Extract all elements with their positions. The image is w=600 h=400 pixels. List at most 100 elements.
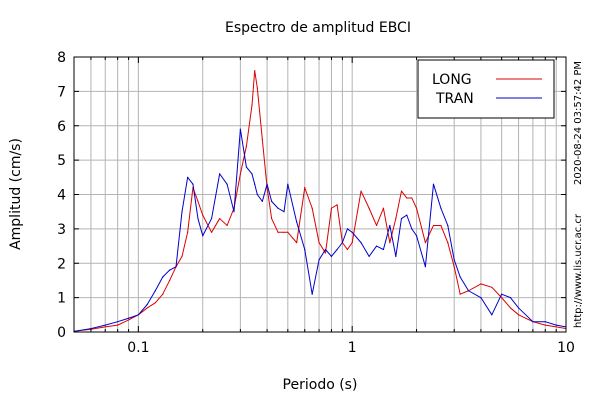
y-tick-label: 4	[57, 188, 66, 204]
data-point	[400, 217, 403, 220]
legend-box	[417, 59, 555, 119]
data-point	[245, 166, 247, 168]
data-point	[555, 326, 557, 328]
data-point	[117, 324, 119, 326]
data-point	[501, 297, 503, 299]
data-point	[501, 293, 503, 295]
data-point	[304, 187, 306, 189]
data-point	[395, 255, 397, 257]
data-point	[187, 176, 189, 178]
legend-label-tran: TRAN	[435, 91, 474, 107]
data-point	[304, 248, 306, 251]
data-point	[447, 242, 449, 244]
data-point	[311, 293, 313, 295]
data-point	[346, 228, 349, 230]
data-point	[330, 207, 333, 209]
data-point	[459, 293, 461, 295]
data-point	[287, 183, 289, 185]
data-point	[382, 248, 385, 251]
data-point	[117, 321, 119, 323]
data-point	[254, 70, 256, 72]
data-point	[467, 290, 470, 292]
data-point	[432, 224, 435, 227]
data-point	[491, 286, 493, 288]
data-point	[154, 302, 156, 304]
data-point	[424, 266, 426, 268]
data-point	[271, 217, 273, 220]
data-point	[406, 214, 408, 216]
data-point	[202, 235, 204, 237]
data-point	[283, 231, 285, 233]
data-point	[287, 231, 289, 233]
data-point	[368, 207, 370, 209]
data-point	[162, 276, 164, 278]
data-point	[517, 314, 520, 316]
x-axis-label: Periodo (s)	[283, 377, 358, 393]
data-point	[555, 324, 557, 326]
data-point	[330, 255, 333, 257]
data-point	[375, 245, 378, 247]
data-point	[400, 190, 403, 192]
data-point	[440, 224, 442, 227]
data-point	[368, 255, 370, 257]
data-point	[424, 242, 426, 244]
data-point	[226, 224, 228, 227]
data-point	[324, 252, 327, 254]
data-point	[432, 183, 435, 185]
data-point	[277, 207, 279, 209]
data-point	[411, 228, 413, 230]
data-point	[219, 217, 221, 220]
y-tick-label: 0	[57, 325, 66, 341]
data-point	[375, 224, 378, 227]
data-point	[415, 235, 418, 237]
data-point	[181, 211, 183, 213]
data-point	[210, 217, 213, 220]
data-point	[192, 183, 194, 185]
data-point	[517, 307, 520, 309]
y-tick-label: 3	[57, 222, 66, 238]
data-point	[440, 207, 442, 209]
data-point	[296, 242, 298, 244]
data-point	[90, 327, 92, 330]
data-point	[491, 314, 493, 316]
x-tick-label: 0.1	[127, 340, 149, 356]
data-point	[324, 248, 327, 251]
data-point	[233, 211, 235, 213]
x-tick-label: 1	[348, 340, 357, 356]
data-point	[360, 190, 362, 192]
data-point	[169, 279, 171, 282]
data-point	[226, 183, 228, 185]
data-point	[544, 321, 546, 323]
data-point	[336, 248, 338, 251]
source-url-annotation: http://www.lis.ucr.ac.cr	[573, 213, 584, 328]
data-point	[351, 242, 353, 244]
data-point	[146, 303, 148, 306]
y-tick-label: 1	[57, 291, 66, 307]
data-point	[254, 183, 256, 185]
data-point	[197, 217, 199, 220]
data-point	[162, 293, 164, 295]
data-point	[311, 207, 313, 209]
data-point	[256, 87, 258, 89]
data-point	[256, 193, 258, 196]
data-point	[175, 266, 177, 268]
data-point	[318, 242, 320, 244]
data-point	[459, 276, 461, 278]
data-point	[197, 200, 199, 202]
data-point	[239, 173, 241, 175]
data-point	[389, 224, 391, 227]
data-point	[251, 173, 253, 175]
data-point	[154, 290, 156, 292]
chart-title: Espectro de amplitud EBCI	[225, 20, 411, 36]
data-point	[127, 317, 130, 319]
y-tick-label: 6	[57, 119, 66, 135]
data-point	[219, 173, 221, 175]
data-point	[210, 231, 213, 233]
data-point	[395, 217, 397, 220]
data-point	[169, 269, 171, 271]
data-point	[411, 197, 413, 199]
legend: LONG TRAN	[417, 59, 555, 119]
data-point	[261, 200, 263, 202]
data-point	[251, 104, 253, 106]
